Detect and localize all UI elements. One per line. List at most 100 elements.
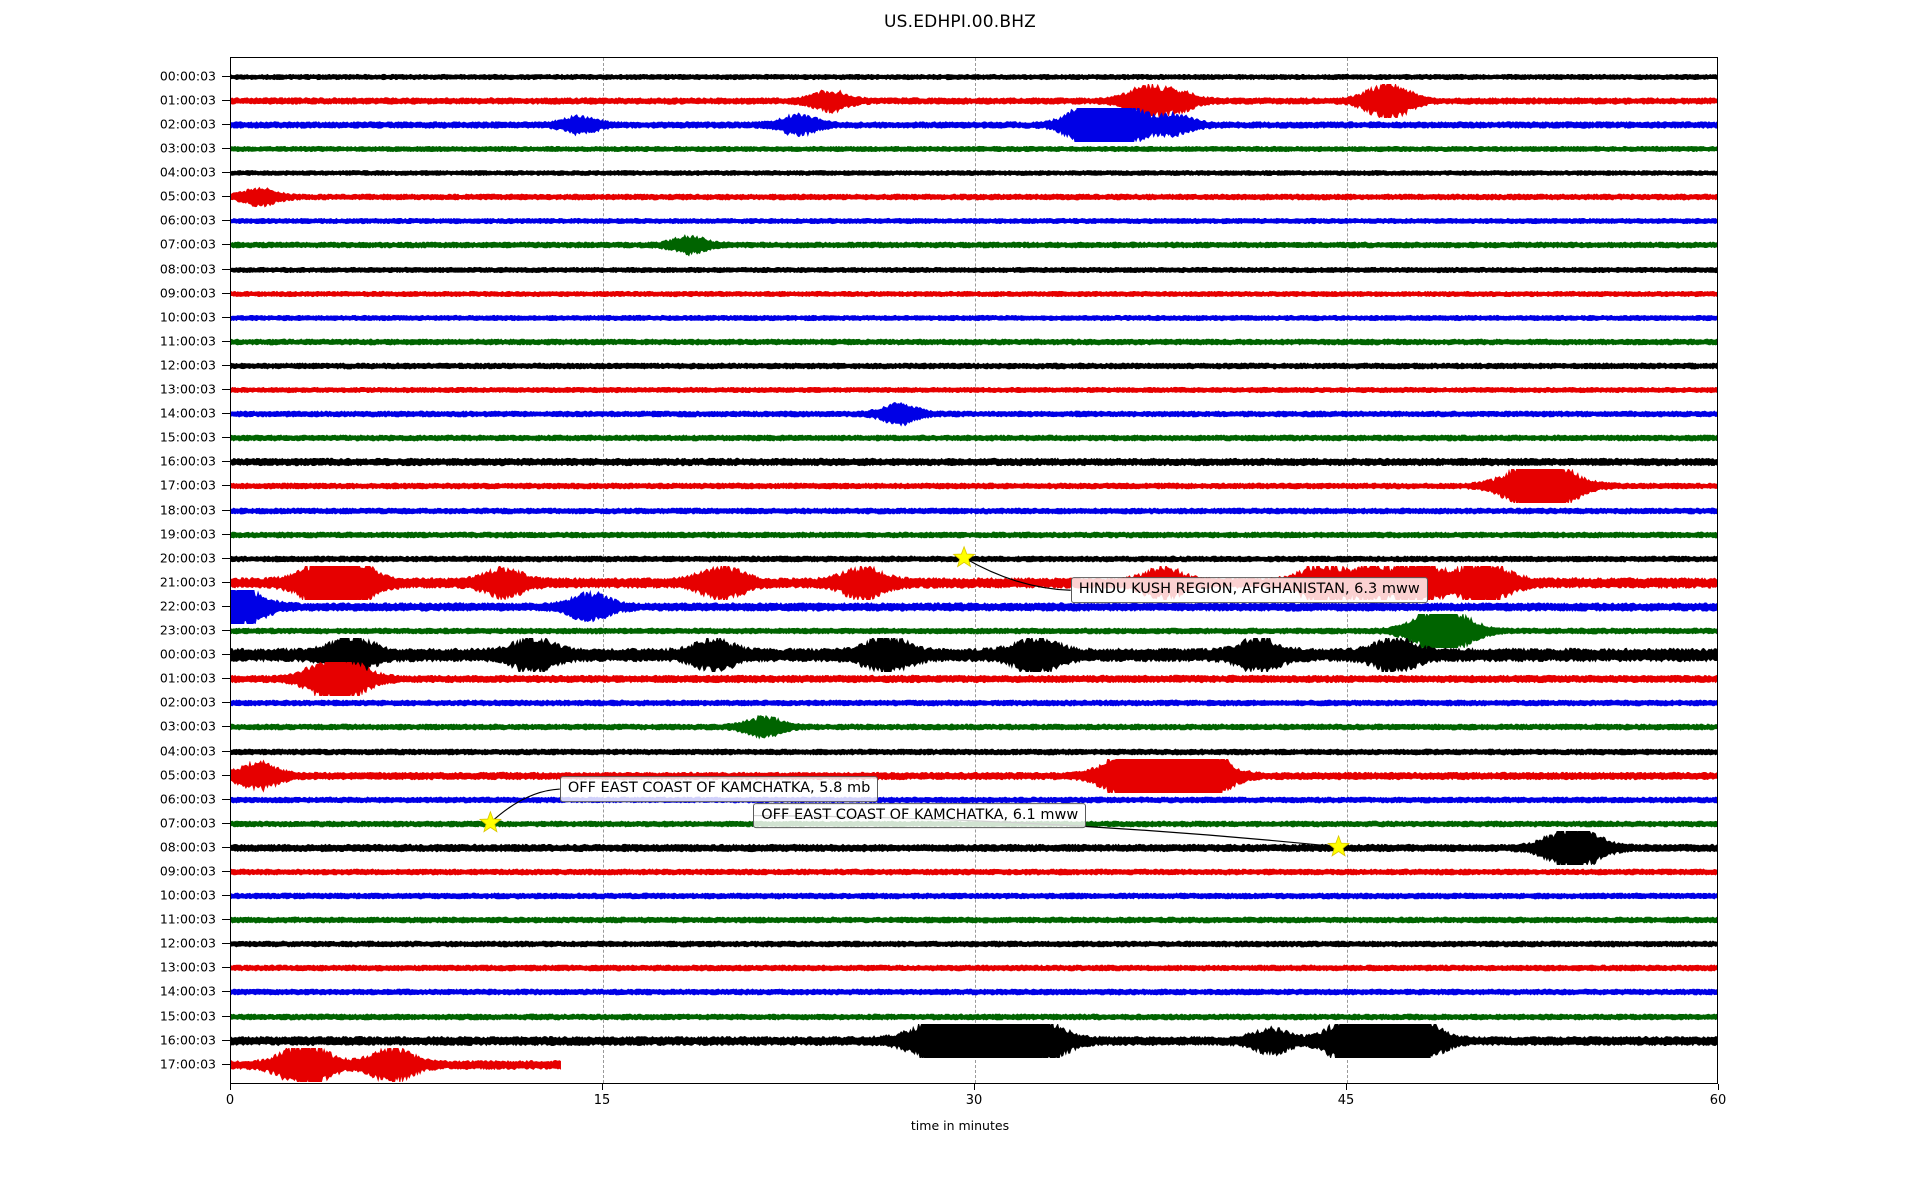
y-axis-tick-mark bbox=[222, 557, 231, 559]
seismic-trace bbox=[231, 1000, 1717, 1034]
y-axis-tick-mark bbox=[222, 678, 231, 680]
y-axis-tick-label: 23:00:03 bbox=[159, 622, 216, 638]
seismic-trace bbox=[231, 301, 1717, 335]
seismic-trace bbox=[231, 83, 1717, 118]
earthquake-annotation-label[interactable]: OFF EAST COAST OF KAMCHATKA, 5.8 mb bbox=[559, 776, 879, 802]
y-axis-tick-label: 18:00:03 bbox=[159, 502, 216, 518]
y-axis-tick-mark bbox=[222, 220, 231, 222]
y-axis-tick-label: 14:00:03 bbox=[159, 983, 216, 999]
y-axis-tick-label: 14:00:03 bbox=[159, 405, 216, 421]
seismic-trace bbox=[231, 518, 1717, 552]
y-axis-tick-label: 06:00:03 bbox=[159, 791, 216, 807]
seismic-trace bbox=[231, 1047, 1717, 1082]
seismic-trace bbox=[231, 710, 1717, 744]
earthquake-annotation-label[interactable]: HINDU KUSH REGION, AFGHANISTAN, 6.3 mww bbox=[1070, 577, 1428, 604]
y-axis-tick-label: 05:00:03 bbox=[159, 767, 216, 783]
seismic-trace bbox=[231, 132, 1717, 166]
y-axis-tick-mark bbox=[222, 630, 231, 632]
y-axis-tick-label: 04:00:03 bbox=[159, 164, 216, 180]
seismic-trace bbox=[231, 373, 1717, 407]
y-axis-tick-label: 08:00:03 bbox=[159, 261, 216, 277]
y-axis-tick-label: 13:00:03 bbox=[159, 959, 216, 975]
y-axis-tick-mark bbox=[222, 123, 231, 125]
y-axis-tick-label: 12:00:03 bbox=[159, 357, 216, 373]
seismic-trace bbox=[231, 686, 1717, 720]
y-axis-tick-label: 06:00:03 bbox=[159, 212, 216, 228]
y-axis-tick-label: 16:00:03 bbox=[159, 453, 216, 469]
y-axis-tick-mark bbox=[222, 1039, 231, 1041]
seismic-trace bbox=[231, 60, 1717, 94]
seismic-trace bbox=[231, 927, 1717, 961]
y-axis-tick-label: 20:00:03 bbox=[159, 550, 216, 566]
y-axis-tick-label: 07:00:03 bbox=[159, 236, 216, 252]
seismic-trace bbox=[231, 830, 1717, 865]
y-axis-tick-label: 03:00:03 bbox=[159, 140, 216, 156]
y-axis-tick-mark bbox=[222, 340, 231, 342]
y-axis-tick-mark bbox=[222, 822, 231, 824]
y-axis-tick-mark bbox=[222, 919, 231, 921]
y-axis-tick-mark bbox=[222, 509, 231, 511]
x-axis-tick-mark bbox=[1346, 1084, 1347, 1090]
seismic-trace bbox=[231, 1023, 1717, 1058]
y-axis-tick-label: 01:00:03 bbox=[159, 92, 216, 108]
y-axis-tick-mark bbox=[222, 485, 231, 487]
seismic-trace bbox=[231, 735, 1717, 769]
seismic-trace bbox=[231, 975, 1717, 1009]
y-axis-tick-label: 19:00:03 bbox=[159, 526, 216, 542]
x-axis-tick-label: 45 bbox=[1337, 1093, 1355, 1108]
y-axis-tick-mark bbox=[222, 413, 231, 415]
y-axis-tick-label: 13:00:03 bbox=[159, 381, 216, 397]
y-axis-tick-label: 15:00:03 bbox=[159, 429, 216, 445]
seismic-trace bbox=[231, 277, 1717, 311]
y-axis-tick-label: 17:00:03 bbox=[159, 1056, 216, 1072]
x-axis-tick-label: 0 bbox=[225, 1093, 235, 1108]
x-axis-tick-mark bbox=[974, 1084, 975, 1090]
y-axis-tick-mark bbox=[222, 461, 231, 463]
y-axis-tick-label: 22:00:03 bbox=[159, 598, 216, 614]
y-axis-tick-mark bbox=[222, 654, 231, 656]
seismic-trace bbox=[231, 204, 1717, 238]
x-axis-tick-label: 30 bbox=[965, 1093, 983, 1108]
y-axis-tick-label: 11:00:03 bbox=[159, 333, 216, 349]
y-axis-tick-mark bbox=[222, 895, 231, 897]
seismic-trace bbox=[231, 107, 1717, 142]
seismic-trace bbox=[231, 156, 1717, 190]
page-title: US.EDHPI.00.BHZ bbox=[883, 12, 1037, 32]
y-axis-tick-mark bbox=[222, 1063, 231, 1065]
y-axis-tick-mark bbox=[222, 364, 231, 366]
y-axis-tick-label: 00:00:03 bbox=[159, 646, 216, 662]
y-axis-tick-label: 02:00:03 bbox=[159, 116, 216, 132]
x-axis-tick-mark bbox=[1718, 1084, 1719, 1090]
y-axis-tick-mark bbox=[222, 196, 231, 198]
y-axis-tick-label: 11:00:03 bbox=[159, 911, 216, 927]
x-axis-title: time in minutes bbox=[910, 1118, 1010, 1133]
seismic-trace bbox=[231, 951, 1717, 985]
y-axis-tick-label: 09:00:03 bbox=[159, 285, 216, 301]
seismic-trace bbox=[231, 662, 1717, 697]
y-axis-tick-label: 12:00:03 bbox=[159, 935, 216, 951]
y-axis-tick-mark bbox=[222, 268, 231, 270]
y-axis-tick-label: 15:00:03 bbox=[159, 1008, 216, 1024]
seismic-trace bbox=[231, 903, 1717, 937]
y-axis-tick-mark bbox=[222, 533, 231, 535]
earthquake-annotation-label[interactable]: OFF EAST COAST OF KAMCHATKA, 6.1 mww bbox=[753, 802, 1087, 829]
y-axis-tick-mark bbox=[222, 798, 231, 800]
y-axis-tick-mark bbox=[222, 1015, 231, 1017]
y-axis-tick-mark bbox=[222, 750, 231, 752]
gridline-15min bbox=[603, 58, 604, 1083]
y-axis-tick-mark bbox=[222, 943, 231, 945]
y-axis-tick-mark bbox=[222, 99, 231, 101]
y-axis-tick-label: 16:00:03 bbox=[159, 1032, 216, 1048]
y-axis-tick-label: 21:00:03 bbox=[159, 574, 216, 590]
seismic-trace bbox=[231, 421, 1717, 455]
y-axis-tick-label: 00:00:03 bbox=[159, 68, 216, 84]
helicorder-plot-area[interactable] bbox=[230, 57, 1718, 1084]
y-axis-tick-label: 10:00:03 bbox=[159, 309, 216, 325]
y-axis-tick-mark bbox=[222, 292, 231, 294]
x-axis-tick-label: 60 bbox=[1709, 1093, 1727, 1108]
y-axis-tick-mark bbox=[222, 846, 231, 848]
seismic-trace bbox=[231, 614, 1717, 649]
y-axis-tick-mark bbox=[222, 437, 231, 439]
y-axis-tick-label: 09:00:03 bbox=[159, 863, 216, 879]
seismic-trace bbox=[231, 879, 1717, 913]
